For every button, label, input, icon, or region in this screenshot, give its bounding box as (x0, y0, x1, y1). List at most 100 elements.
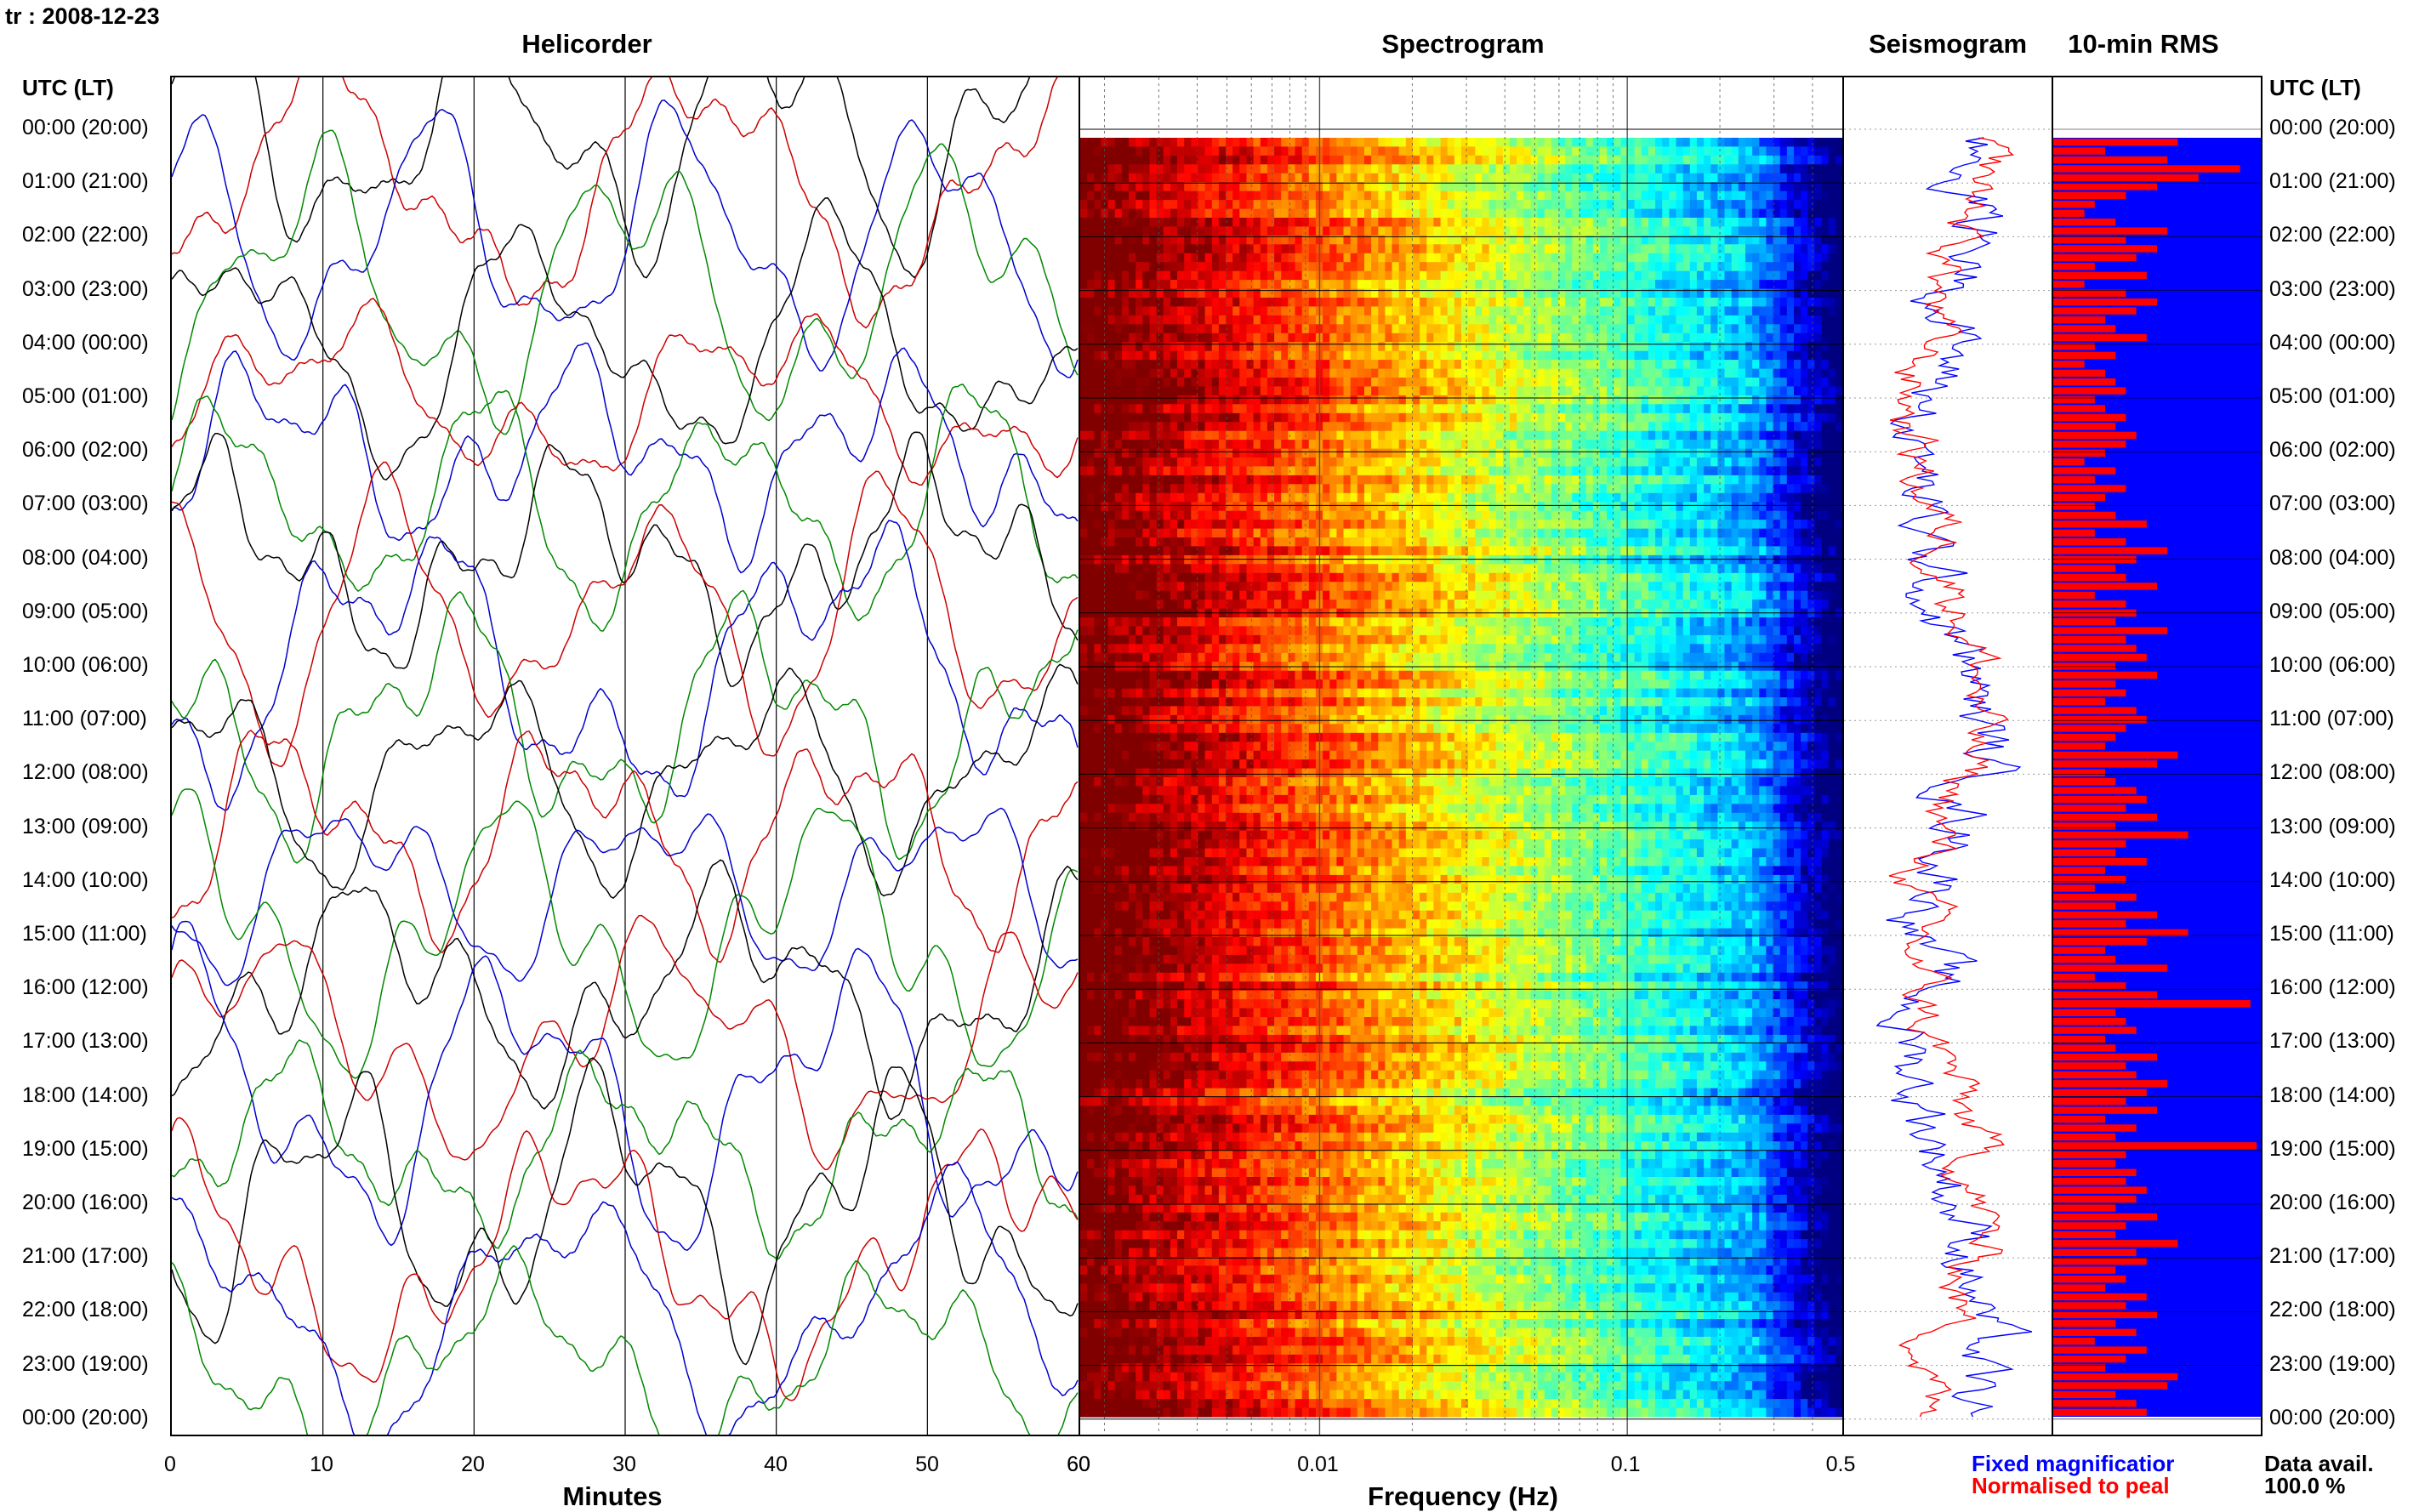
spectrogram-cell (1607, 164, 1614, 174)
spectrogram-cell (1329, 528, 1337, 538)
spectrogram-cell (1607, 315, 1614, 325)
spectrogram-cell (1696, 360, 1705, 370)
spectrogram-cell (1572, 138, 1579, 147)
spectrogram-cell (1745, 492, 1753, 503)
spectrogram-cell (1517, 440, 1524, 450)
spectrogram-cell (1599, 280, 1608, 290)
spectrogram-cell (1468, 386, 1476, 396)
spectrogram-cell (1301, 280, 1310, 290)
spectrogram-cell (1226, 510, 1233, 520)
spectrogram-cell (1676, 422, 1684, 432)
spectrogram-cell (1579, 146, 1587, 156)
spectrogram-cell (1170, 270, 1178, 281)
spectrogram-cell (1218, 155, 1227, 165)
hour-label-right: 03:00 (23:00) (2269, 276, 2396, 301)
spectrogram-cell (1599, 235, 1608, 245)
spectrogram-cell (1426, 253, 1434, 263)
spectrogram-cell (1211, 262, 1220, 272)
spectrogram-cell (1204, 182, 1213, 192)
spectrogram-cell (1634, 244, 1642, 254)
spectrogram-cell (1682, 262, 1691, 272)
spectrogram-cell (1717, 404, 1726, 414)
spectrogram-cell (1413, 350, 1420, 361)
spectrogram-cell (1260, 190, 1268, 201)
spectrogram-cell (1142, 173, 1150, 183)
spectrogram-cell (1218, 484, 1227, 494)
spectrogram-cell (1177, 448, 1185, 458)
spectrogram-cell (1177, 430, 1185, 441)
spectrogram-cell (1544, 226, 1552, 236)
spectrogram-cell (1177, 440, 1185, 450)
spectrogram-cell (1655, 378, 1663, 387)
spectrogram-cell (1170, 155, 1178, 165)
spectrogram-cell (1218, 422, 1227, 432)
spectrogram-cell (1398, 448, 1407, 458)
spectrogram-cell (1329, 315, 1337, 325)
spectrogram-cell (1510, 146, 1517, 156)
spectrogram-cell (1447, 280, 1455, 290)
spectrogram-cell (1378, 386, 1386, 396)
spectrogram-cell (1426, 270, 1434, 281)
spectrogram-cell (1336, 298, 1345, 307)
spectrogram-cell (1198, 270, 1206, 281)
spectrogram-cell (1301, 492, 1310, 503)
spectrogram-cell (1495, 342, 1504, 352)
spectrogram-cell (1420, 422, 1427, 432)
spectrogram-cell (1572, 262, 1579, 272)
spectrogram-cell (1814, 492, 1823, 503)
spectrogram-cell (1835, 270, 1842, 281)
spectrogram-cell (1405, 422, 1414, 432)
spectrogram-cell (1253, 324, 1261, 334)
spectrogram-cell (1510, 315, 1517, 325)
spectrogram-cell (1226, 146, 1233, 156)
spectrogram-cell (1599, 520, 1608, 530)
spectrogram-cell (1537, 360, 1545, 370)
spectrogram-cell (1156, 404, 1164, 414)
spectrogram-cell (1232, 395, 1240, 405)
spectrogram-cell (1121, 484, 1130, 494)
spectrogram-cell (1149, 280, 1158, 290)
spectrogram-cell (1107, 138, 1116, 147)
spectrogram-cell (1544, 200, 1552, 210)
spectrogram-cell (1731, 342, 1739, 352)
spectrogram-cell (1295, 360, 1303, 370)
spectrogram-cell (1184, 466, 1192, 476)
hour-label-right: 23:00 (19:00) (2269, 1351, 2396, 1376)
spectrogram-cell (1801, 280, 1808, 290)
spectrogram-cell (1385, 430, 1393, 441)
spectrogram-cell (1094, 378, 1101, 387)
spectrogram-cell (1357, 226, 1365, 236)
spectrogram-cell (1517, 404, 1524, 414)
spectrogram-cell (1087, 466, 1095, 476)
spectrogram-cell (1704, 298, 1711, 307)
spectrogram-cell (1405, 146, 1414, 156)
spectrogram-cell (1253, 510, 1261, 520)
spectrogram-cell (1475, 466, 1483, 476)
spectrogram-cell (1565, 138, 1573, 147)
spectrogram-cell (1724, 235, 1733, 245)
spectrogram-cell (1440, 404, 1449, 414)
spectrogram-cell (1246, 475, 1255, 485)
spectrogram-cell (1323, 324, 1330, 334)
spectrogram-cell (1572, 466, 1579, 476)
spectrogram-cell (1814, 200, 1823, 210)
spectrogram-cell (1704, 448, 1711, 458)
spectrogram-cell (1246, 528, 1255, 538)
spectrogram-cell (1378, 298, 1386, 307)
spectrogram-cell (1226, 430, 1233, 441)
spectrogram-cell (1682, 475, 1691, 485)
spectrogram-cell (1801, 484, 1808, 494)
spectrogram-cell (1433, 412, 1442, 423)
spectrogram-cell (1385, 342, 1393, 352)
spectrogram-cell (1495, 378, 1504, 387)
spectrogram-cell (1440, 315, 1449, 325)
spectrogram-cell (1766, 182, 1774, 192)
spectrogram-cell (1343, 288, 1352, 298)
spectrogram-cell (1211, 520, 1220, 530)
spectrogram-cell (1204, 350, 1213, 361)
spectrogram-cell (1371, 404, 1379, 414)
spectrogram-cell (1426, 404, 1434, 414)
spectrogram-cell (1301, 422, 1310, 432)
spectrogram-cell (1440, 430, 1449, 441)
spectrogram-cell (1398, 164, 1407, 174)
